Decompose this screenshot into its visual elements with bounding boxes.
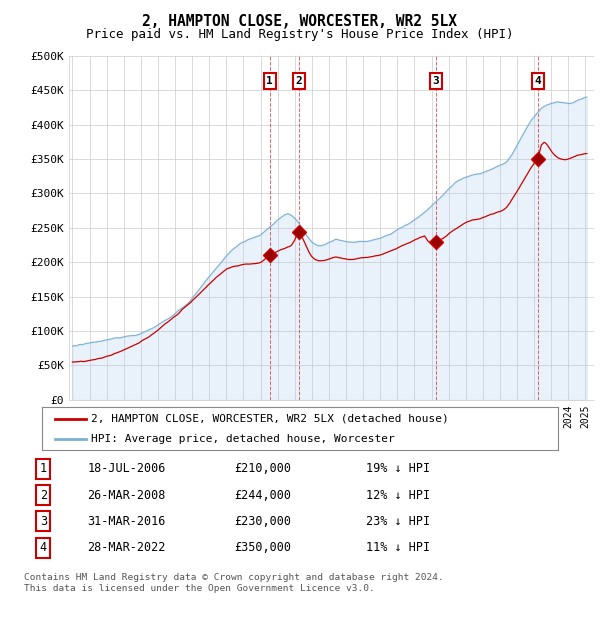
Text: 2: 2 <box>40 489 47 502</box>
Text: Price paid vs. HM Land Registry's House Price Index (HPI): Price paid vs. HM Land Registry's House … <box>86 28 514 41</box>
Text: 3: 3 <box>433 76 439 86</box>
Text: £210,000: £210,000 <box>234 462 291 475</box>
Text: HPI: Average price, detached house, Worcester: HPI: Average price, detached house, Worc… <box>91 434 395 444</box>
Text: 4: 4 <box>40 541 47 554</box>
Text: 11% ↓ HPI: 11% ↓ HPI <box>366 541 430 554</box>
Text: 18-JUL-2006: 18-JUL-2006 <box>88 462 166 475</box>
Text: 3: 3 <box>40 515 47 528</box>
Text: 31-MAR-2016: 31-MAR-2016 <box>88 515 166 528</box>
Text: £350,000: £350,000 <box>234 541 291 554</box>
Text: 28-MAR-2022: 28-MAR-2022 <box>88 541 166 554</box>
Text: 2: 2 <box>295 76 302 86</box>
Text: £244,000: £244,000 <box>234 489 291 502</box>
Text: 23% ↓ HPI: 23% ↓ HPI <box>366 515 430 528</box>
Text: 26-MAR-2008: 26-MAR-2008 <box>88 489 166 502</box>
Text: 12% ↓ HPI: 12% ↓ HPI <box>366 489 430 502</box>
Text: Contains HM Land Registry data © Crown copyright and database right 2024.
This d: Contains HM Land Registry data © Crown c… <box>24 574 444 593</box>
Text: 1: 1 <box>266 76 273 86</box>
Text: 4: 4 <box>535 76 541 86</box>
Text: 2, HAMPTON CLOSE, WORCESTER, WR2 5LX (detached house): 2, HAMPTON CLOSE, WORCESTER, WR2 5LX (de… <box>91 414 449 423</box>
Text: 1: 1 <box>40 462 47 475</box>
Text: 19% ↓ HPI: 19% ↓ HPI <box>366 462 430 475</box>
Text: £230,000: £230,000 <box>234 515 291 528</box>
Text: 2, HAMPTON CLOSE, WORCESTER, WR2 5LX: 2, HAMPTON CLOSE, WORCESTER, WR2 5LX <box>143 14 458 29</box>
